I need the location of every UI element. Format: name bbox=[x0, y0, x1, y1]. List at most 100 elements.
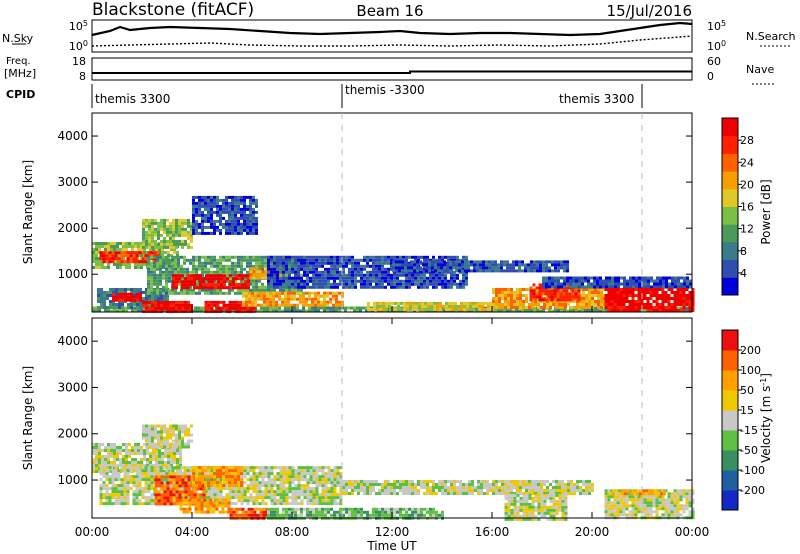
power-cell bbox=[491, 266, 494, 270]
velocity-cell bbox=[164, 449, 167, 452]
power-cell bbox=[549, 303, 552, 306]
power-cell bbox=[285, 261, 288, 265]
power-cell bbox=[557, 266, 560, 270]
power-cell bbox=[223, 280, 226, 284]
power-cell bbox=[423, 258, 426, 262]
power-cell bbox=[311, 297, 314, 301]
power-cell bbox=[157, 245, 160, 249]
power-cell bbox=[342, 264, 345, 268]
power-cell bbox=[272, 294, 275, 298]
power-cell bbox=[622, 303, 626, 306]
power-cell bbox=[252, 228, 255, 232]
velocity-cell bbox=[120, 487, 124, 491]
power-cell bbox=[563, 279, 566, 283]
power-cell bbox=[238, 277, 241, 281]
velocity-cell bbox=[140, 464, 143, 467]
power-colorbar-label: Power [dB] bbox=[759, 179, 773, 244]
power-cell bbox=[144, 257, 148, 261]
velocity-cell bbox=[157, 436, 160, 440]
velocity-cell bbox=[167, 458, 170, 461]
velocity-cell bbox=[154, 442, 157, 446]
power-cell bbox=[507, 303, 510, 306]
velocity-cell bbox=[150, 499, 154, 503]
power-cell bbox=[151, 221, 154, 225]
velocity-cell bbox=[148, 439, 151, 443]
power-cell bbox=[231, 213, 234, 217]
velocity-cell bbox=[237, 487, 241, 491]
power-cell bbox=[297, 288, 300, 292]
power-cell bbox=[579, 306, 582, 309]
power-cell bbox=[312, 270, 315, 274]
power-cell bbox=[443, 309, 446, 313]
power-cell bbox=[423, 276, 426, 280]
power-cell bbox=[243, 258, 246, 262]
power-cell bbox=[469, 304, 472, 308]
power-cell bbox=[105, 260, 109, 264]
velocity-cell bbox=[184, 424, 187, 428]
power-cell bbox=[494, 269, 497, 273]
power-cell bbox=[510, 288, 513, 291]
power-cell bbox=[604, 288, 608, 291]
velocity-cell bbox=[141, 478, 145, 482]
power-cell bbox=[98, 242, 101, 245]
power-cell bbox=[115, 294, 118, 297]
power-cell bbox=[661, 309, 665, 312]
power-cell bbox=[312, 258, 315, 262]
power-cell bbox=[222, 204, 225, 208]
power-cell bbox=[335, 303, 338, 307]
power-cell bbox=[498, 300, 501, 303]
power-cell bbox=[335, 291, 338, 295]
velocity-cell bbox=[111, 469, 115, 473]
velocity-cell bbox=[131, 452, 134, 455]
power-cell bbox=[142, 303, 145, 307]
velocity-cell bbox=[173, 443, 176, 446]
power-cell bbox=[223, 283, 226, 287]
power-cell bbox=[270, 276, 273, 280]
velocity-cell bbox=[131, 464, 134, 467]
power-cell bbox=[125, 306, 128, 310]
power-cell bbox=[135, 257, 139, 261]
power-cell bbox=[249, 204, 252, 208]
power-cell bbox=[193, 274, 196, 278]
power-cell bbox=[422, 269, 425, 273]
power-cell bbox=[357, 267, 360, 271]
power-cell bbox=[466, 307, 469, 311]
power-cell bbox=[213, 222, 216, 226]
power-cell bbox=[121, 291, 124, 294]
power-cell bbox=[661, 291, 665, 294]
velocity-cell bbox=[114, 469, 118, 473]
power-cell bbox=[125, 263, 128, 266]
power-cell bbox=[151, 239, 154, 243]
power-cell bbox=[266, 291, 269, 295]
power-cell bbox=[351, 255, 354, 259]
power-cell bbox=[623, 282, 626, 286]
power-cell bbox=[336, 255, 339, 259]
power-cell bbox=[124, 291, 127, 294]
power-cell bbox=[435, 273, 438, 277]
power-cell bbox=[279, 279, 282, 283]
power-cell bbox=[531, 306, 534, 309]
power-cell bbox=[198, 291, 201, 295]
power-cell bbox=[314, 300, 317, 304]
power-cell bbox=[567, 300, 570, 303]
power-cell bbox=[184, 277, 187, 281]
power-cell bbox=[127, 295, 130, 299]
power-cell bbox=[396, 285, 399, 289]
power-cell bbox=[336, 285, 339, 289]
power-cell bbox=[109, 288, 112, 291]
power-cell bbox=[637, 309, 641, 312]
power-cell bbox=[172, 236, 175, 240]
power-cell bbox=[501, 303, 504, 306]
power-cell bbox=[225, 207, 228, 211]
power-cell bbox=[671, 285, 674, 289]
power-cell bbox=[563, 276, 566, 280]
velocity-cell bbox=[145, 424, 148, 428]
power-cell bbox=[299, 297, 302, 301]
power-cell bbox=[384, 267, 387, 271]
power-cell bbox=[213, 210, 216, 214]
power-cell bbox=[150, 282, 153, 286]
power-cell bbox=[453, 270, 456, 274]
power-cell bbox=[293, 291, 296, 295]
velocity-cell bbox=[204, 478, 208, 482]
power-cell bbox=[323, 303, 326, 307]
